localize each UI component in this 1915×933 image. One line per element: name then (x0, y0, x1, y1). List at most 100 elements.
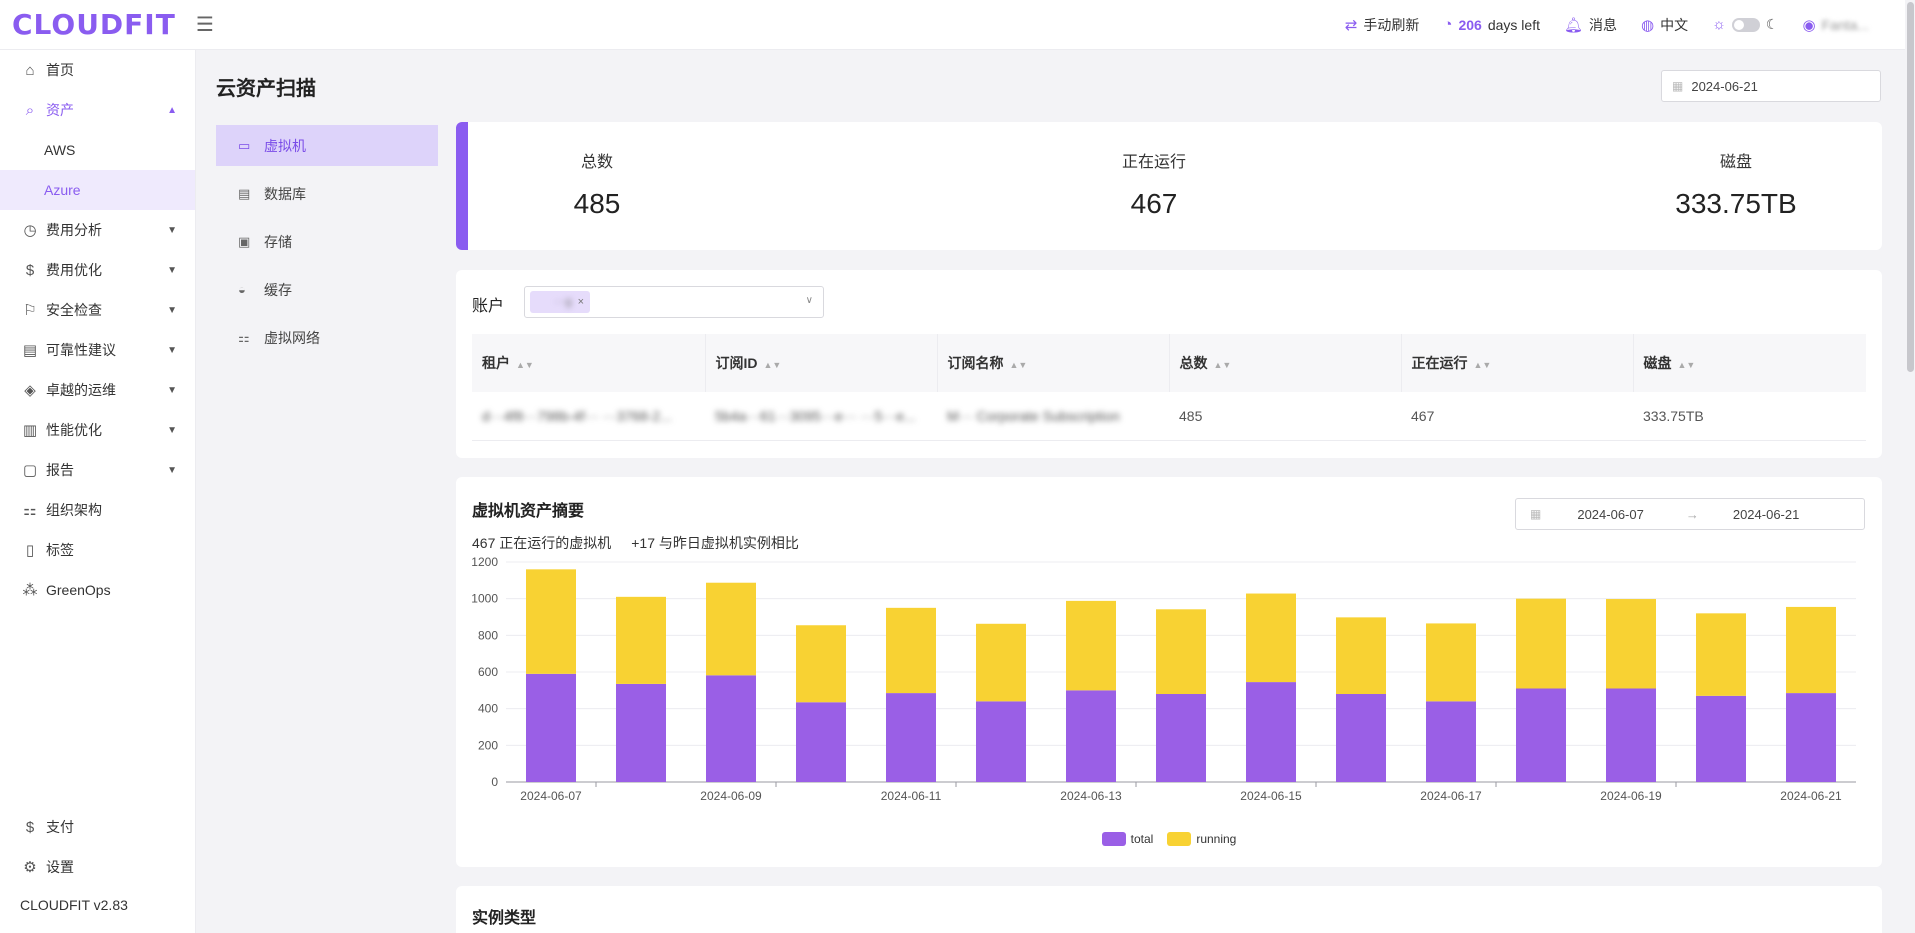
sidebar-item-label: AWS (44, 142, 76, 158)
refresh-label: 手动刷新 (1363, 16, 1420, 33)
bar-running (1336, 617, 1386, 694)
account-table: 租户 ▲▼ 订阅ID ▲▼ 订阅名称 ▲▼ 总数 ▲▼ 正在运行 ▲▼ 磁盘 ▲▼ d···… (472, 334, 1866, 441)
app-logo[interactable]: CLOUDFIT (0, 8, 196, 41)
range-end[interactable]: 2024-06-21 (1732, 506, 1800, 522)
bar-running (1606, 599, 1656, 689)
language-switch[interactable]: ◍ 中文 (1641, 15, 1688, 35)
sidebar-item-report[interactable]: ▢ 报告 ▼ (0, 450, 195, 490)
sidebar-item-security[interactable]: ⚐ 安全检查 ▼ (0, 290, 195, 330)
tag-close-icon[interactable]: × (577, 296, 584, 308)
subnav-database[interactable]: ▤ 数据库 (216, 173, 438, 214)
account-tag[interactable]: ···g × (530, 291, 590, 313)
user-menu[interactable]: ◉ Fanta... (1802, 16, 1869, 34)
bar-total (526, 673, 576, 782)
subnav-label: 数据库 (264, 185, 306, 202)
date-value: 2024-06-21 (1691, 78, 1758, 94)
sidebar-item-performance[interactable]: ▥ 性能优化 ▼ (0, 410, 195, 450)
messages-button[interactable]: 🔔︎ 消息 (1564, 15, 1617, 35)
y-tick-label: 800 (478, 628, 498, 642)
sidebar-item-reliability[interactable]: ▤ 可靠性建议 ▼ (0, 330, 195, 370)
bar-total (1066, 690, 1116, 782)
bar-running (616, 596, 666, 684)
globe-icon: ◍ (1641, 16, 1655, 34)
x-tick-label: 2024-06-15 (1240, 789, 1302, 803)
subnav-vm[interactable]: ▭ 虚拟机 (216, 125, 438, 166)
security-icon: ⚐ (23, 302, 37, 319)
cell-disk: 333.75TB (1633, 392, 1866, 441)
refresh-button[interactable]: ⇄ 手动刷新 (1345, 15, 1420, 35)
cell-subscription-name: M··· Corporate Subscription (937, 392, 1169, 441)
bar-total (976, 701, 1026, 782)
page-scrollbar[interactable] (1905, 0, 1915, 933)
account-card: 账户 ···g × ∨ 租户 ▲▼ 订阅ID ▲▼ 订阅名称 ▲▼ 总数 ▲▼ 正在运行… (456, 270, 1882, 458)
delta-text: +17 与昨日虚拟机实例相比 (631, 535, 799, 551)
bell-icon: 🔔︎ (1563, 16, 1584, 34)
sidebar-item-label: 标签 (46, 542, 74, 558)
legend-item-running[interactable]: running (1167, 832, 1236, 846)
database-icon: ▤ (238, 185, 251, 201)
date-range-picker[interactable]: ▦ 2024-06-07 → 2024-06-21 (1515, 498, 1865, 530)
sidebar-item-org[interactable]: ⚏ 组织架构 (0, 490, 195, 530)
sidebar-item-label: Azure (44, 182, 81, 198)
y-tick-label: 0 (491, 775, 498, 789)
sort-icon: ▲▼ (516, 360, 534, 370)
stat-value: 485 (573, 188, 621, 219)
sidebar-item-assets[interactable]: ⌕ 资产 ▲ (0, 90, 195, 130)
sidebar-item-cost-optimize[interactable]: $ 费用优化 ▼ (0, 250, 195, 290)
sidebar-item-azure[interactable]: Azure (0, 170, 195, 210)
chevron-down-icon: ▼ (167, 344, 177, 356)
chevron-down-icon: ∨ (805, 295, 813, 306)
running-vm-text: 467 正在运行的虚拟机 (472, 535, 612, 551)
column-header-running[interactable]: 正在运行 ▲▼ (1401, 334, 1634, 392)
bar-total (616, 683, 666, 782)
column-header-disk[interactable]: 磁盘 ▲▼ (1633, 334, 1866, 392)
subnav-vnet[interactable]: ⚏ 虚拟网络 (216, 317, 438, 358)
sidebar-item-greenops[interactable]: ⁂ GreenOps (0, 570, 195, 610)
subnav-cache[interactable]: ◒ 缓存 (216, 269, 438, 310)
column-header-subscription-name[interactable]: 订阅名称 ▲▼ (937, 334, 1170, 392)
theme-toggle[interactable]: ☼ ☾ (1712, 16, 1778, 33)
cell-total: 485 (1169, 392, 1401, 441)
user-name: Fanta... (1821, 16, 1869, 33)
moon-icon: ☾ (1765, 16, 1779, 32)
subnav-storage[interactable]: ▣ 存储 (216, 221, 438, 262)
theme-switch[interactable] (1731, 17, 1760, 32)
sort-icon: ▲▼ (1473, 360, 1492, 370)
sidebar-item-payment[interactable]: $ 支付 (0, 807, 195, 847)
column-header-tenant[interactable]: 租户 ▲▼ (472, 334, 706, 392)
sidebar-item-aws[interactable]: AWS (0, 130, 195, 170)
account-select[interactable]: ···g × ∨ (524, 286, 824, 318)
x-tick-label: 2024-06-19 (1600, 789, 1662, 803)
vm-summary-card: 虚拟机资产摘要 467 正在运行的虚拟机 +17 与昨日虚拟机实例相比 ▦ 20… (456, 477, 1882, 867)
bar-total (1786, 693, 1836, 782)
sidebar-item-ops[interactable]: ◈ 卓越的运维 ▼ (0, 370, 195, 410)
column-header-subscription-id[interactable]: 订阅ID ▲▼ (705, 334, 938, 392)
x-tick-label: 2024-06-17 (1420, 789, 1482, 803)
range-start[interactable]: 2024-06-07 (1577, 506, 1644, 522)
chevron-up-icon: ▲ (167, 104, 177, 116)
bar-total (1156, 694, 1206, 782)
cost-analysis-icon: ◷ (23, 222, 37, 239)
column-header-total[interactable]: 总数 ▲▼ (1169, 334, 1402, 392)
scrollbar-thumb[interactable] (1907, 2, 1914, 372)
vm-stacked-bar-chart: 0 200 400 600 800 1000 1200 2024-06-07 2024-06-0… (471, 557, 1856, 803)
stat-disk: 磁盘 333.75TB (1656, 148, 1816, 220)
stat-value: 467 (1130, 188, 1178, 219)
monitor-icon: ▭ (238, 137, 251, 153)
table-row[interactable]: d···4f8···798b-4f··· ···3768-2... 5b4a··… (472, 392, 1866, 441)
sidebar-item-settings[interactable]: ⚙ 设置 (0, 847, 195, 887)
legend-item-total[interactable]: total (1101, 832, 1153, 846)
subnav-label: 虚拟网络 (264, 329, 320, 346)
ops-icon: ◈ (24, 382, 36, 399)
chevron-down-icon: ▼ (167, 424, 177, 436)
sidebar-item-cost-analysis[interactable]: ◷ 费用分析 ▼ (0, 210, 195, 250)
menu-collapse-icon[interactable]: ☰ (196, 14, 214, 36)
user-icon: ◉ (1802, 16, 1816, 34)
date-picker[interactable]: ▦ 2024-06-21 (1661, 70, 1881, 102)
chevron-down-icon: ▼ (167, 224, 177, 236)
sidebar-item-home[interactable]: ⌂ 首页 (0, 50, 195, 90)
bar-total (886, 693, 936, 782)
sidebar-item-tags[interactable]: ▯ 标签 (0, 530, 195, 570)
bar-total (796, 702, 846, 782)
tag-icon: ▯ (25, 542, 35, 559)
